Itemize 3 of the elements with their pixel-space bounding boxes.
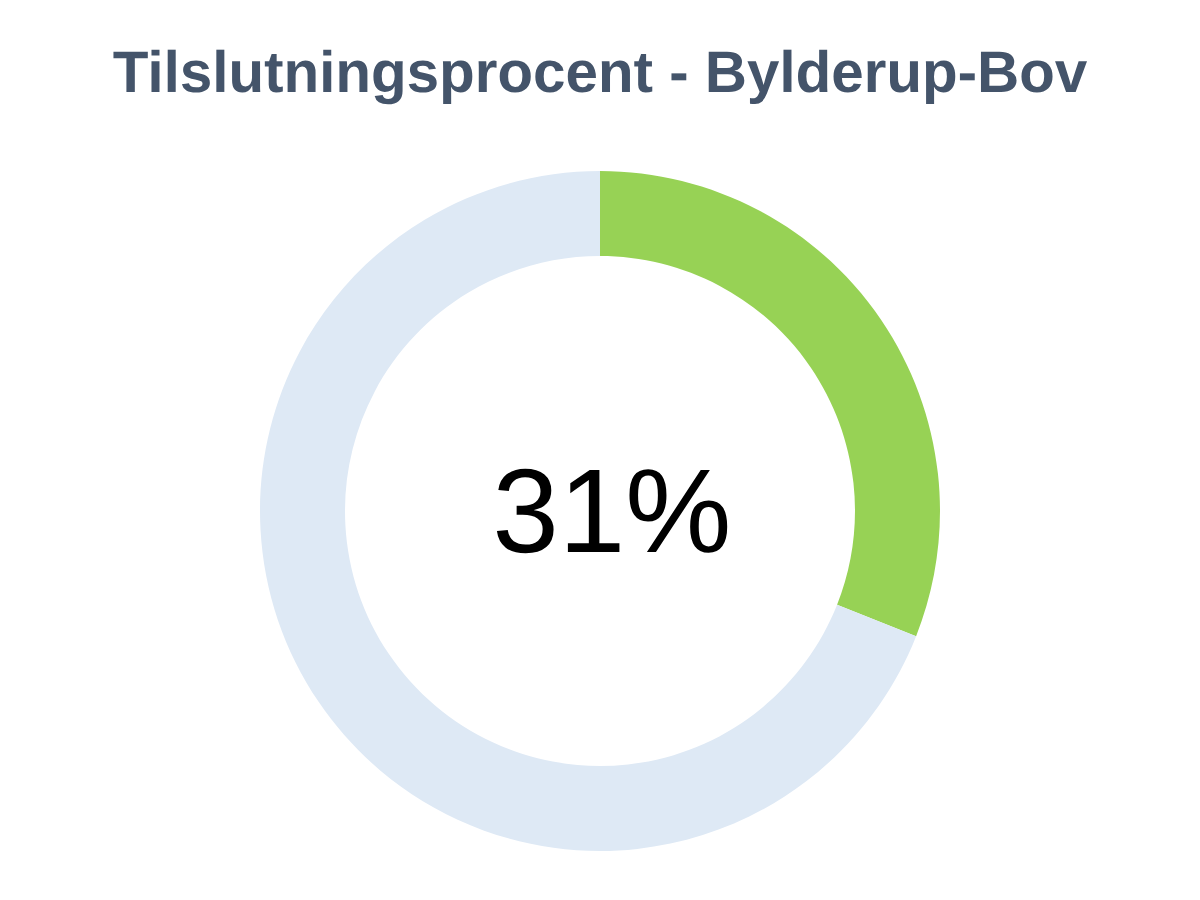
donut-slice [260,171,917,851]
chart-title: Tilslutningsprocent - Bylderup-Bov [113,49,1088,105]
text: 31% [496,468,728,554]
